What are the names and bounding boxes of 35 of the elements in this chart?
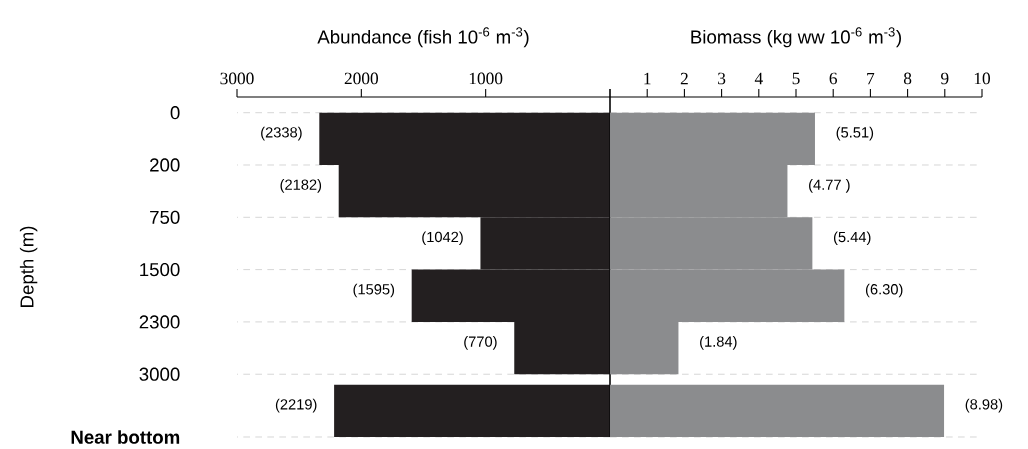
text: 0	[170, 106, 180, 120]
x-axis-title: Biomass (kg ww 10$^{-6}$ m$^{-3}$)	[691, 27, 901, 48]
x-tick-label: 9	[941, 72, 949, 85]
text: 1500	[140, 262, 180, 277]
x-tick-label: 2000	[344, 72, 379, 85]
x-tick-label: 8	[903, 72, 912, 85]
text: 750	[150, 210, 180, 224]
data-label: (1595)	[353, 283, 395, 298]
x-tick-label: 2	[680, 72, 688, 85]
x-tick-label: 1	[644, 72, 651, 85]
text: 200	[150, 158, 180, 172]
data-label: (8.98)	[965, 398, 1003, 413]
data-label: (5.44)	[833, 231, 871, 246]
x-tick-label: 6	[829, 72, 838, 85]
data-label: (2338)	[261, 126, 302, 141]
x-tick-label: 4	[754, 72, 763, 85]
x-tick-label: 1000	[469, 72, 503, 85]
data-label: (2182)	[280, 179, 322, 193]
x-tick-label: 3000	[220, 72, 254, 85]
x-tick-label: 10	[974, 72, 991, 85]
data-label: (1042)	[422, 231, 463, 246]
x-tick-label: 5	[792, 72, 800, 85]
data-label: (5.51)	[836, 126, 874, 141]
data-label: (770)	[464, 336, 497, 350]
x-axis-title: Abundance (fish 10$^{-6}$ m$^{-3}$)	[317, 27, 529, 48]
x-tick-label: 7	[867, 72, 875, 85]
text: 3000	[139, 367, 180, 381]
data-label: (1.84)	[700, 336, 737, 350]
data-label: (6.30)	[865, 283, 903, 298]
text: 2300	[139, 315, 180, 329]
data-label: (4.77 )	[809, 179, 850, 193]
text: Near bottom	[71, 430, 180, 444]
y-axis-title: Depth (m)	[19, 226, 38, 307]
data-label: (2219)	[275, 398, 317, 413]
x-tick-label: 3	[718, 72, 726, 85]
